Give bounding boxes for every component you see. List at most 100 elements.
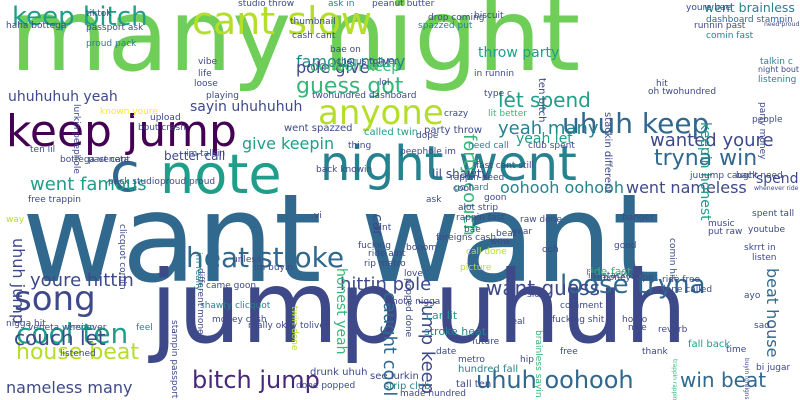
cloud-word: listening bbox=[758, 75, 797, 85]
cloud-word: im stackin bbox=[588, 271, 635, 281]
cloud-word: cool ten bbox=[16, 317, 129, 350]
cloud-word: bottega veneta bbox=[60, 155, 130, 165]
cloud-word: done called bbox=[660, 285, 713, 295]
cloud-word: loose tryna bbox=[560, 270, 706, 300]
cloud-word: cant slow bbox=[192, 0, 372, 43]
cloud-word: club spent bbox=[528, 141, 575, 151]
cloud-word: nice bbox=[628, 323, 647, 333]
cloud-word: cash cant bbox=[292, 31, 336, 41]
cloud-word: banger bbox=[622, 213, 654, 223]
cloud-word: upload bbox=[150, 113, 181, 123]
cloud-word: brainless sayin bbox=[533, 330, 543, 398]
cloud-word: went nameless bbox=[626, 178, 747, 197]
cloud-word: heat stroke bbox=[186, 241, 345, 274]
cloud-word: listen bbox=[752, 253, 777, 263]
cloud-word: aint bbox=[374, 223, 392, 233]
cloud-word: studio throw bbox=[238, 0, 295, 9]
cloud-word: let spend bbox=[498, 88, 591, 112]
cloud-word: c bbox=[110, 141, 140, 204]
cloud-word: win beat bbox=[680, 368, 767, 392]
cloud-word: night bout bbox=[758, 65, 799, 74]
cloud-word: party throw bbox=[424, 125, 483, 136]
cloud-word: oohooh oohooh bbox=[500, 178, 624, 197]
cloud-word: future bbox=[472, 337, 500, 347]
cloud-word: trappin rappin bbox=[671, 358, 677, 400]
cloud-word: hit bbox=[656, 79, 668, 89]
cloud-word: fucking bbox=[358, 241, 391, 251]
cloud-word: foreigns cash bbox=[436, 233, 497, 243]
cloud-word: cool bbox=[453, 184, 472, 194]
cloud-word: thumbnail bbox=[290, 17, 336, 27]
cloud-word: wow bbox=[490, 237, 511, 247]
cloud-word: real bbox=[508, 317, 526, 327]
cloud-word: many night bbox=[10, 0, 581, 94]
cloud-word: uhuh jump bbox=[9, 238, 28, 324]
cloud-word: put raw bbox=[708, 227, 743, 237]
cloud-word: need proud bbox=[764, 21, 800, 28]
cloud-word: ask in bbox=[328, 0, 355, 9]
cloud-word: time bbox=[726, 345, 747, 355]
cloud-word: uhuhuhuh yeah bbox=[8, 89, 118, 105]
cloud-word: money type bbox=[600, 273, 654, 283]
cloud-word: veneta whenever bbox=[28, 323, 107, 333]
cloud-word: drop coming bbox=[428, 13, 485, 23]
cloud-word: house beat bbox=[16, 340, 139, 365]
cloud-word: proud pack bbox=[86, 39, 137, 49]
cloud-word: good bbox=[614, 241, 637, 251]
cloud-word: song bbox=[14, 279, 96, 319]
cloud-word: jump uhuh bbox=[150, 249, 688, 366]
cloud-word: sick bbox=[527, 290, 545, 300]
cloud-word: peephole im bbox=[400, 147, 456, 157]
cloud-word: youtube bbox=[748, 225, 786, 235]
cloud-word: type c bbox=[484, 89, 512, 99]
cloud-word: dope bbox=[416, 131, 439, 141]
cloud-word: keep jump bbox=[6, 106, 237, 157]
cloud-word: party money bbox=[757, 102, 767, 160]
cloud-word: juuump caught bbox=[690, 171, 759, 181]
cloud-word: lol bbox=[379, 78, 390, 88]
cloud-word: comin fast bbox=[706, 31, 754, 41]
cloud-word: version bbox=[62, 323, 95, 333]
cloud-word: ride free bbox=[662, 275, 701, 285]
cloud-word: ayo bbox=[744, 291, 761, 301]
cloud-word: im buyin bbox=[254, 263, 294, 273]
cloud-word: youre hittin bbox=[30, 270, 134, 291]
cloud-word: bitch jump bbox=[192, 366, 320, 394]
cloud-word: tiktok bbox=[86, 9, 112, 19]
cloud-word: listened bbox=[60, 349, 96, 359]
cloud-word: year bbox=[512, 227, 533, 237]
cloud-word: music bbox=[708, 219, 735, 229]
cloud-word: hittin pole bbox=[340, 274, 432, 295]
cloud-word: popped done bbox=[403, 278, 413, 338]
cloud-word: youre bae bbox=[686, 3, 732, 13]
cloud-word: feel bbox=[136, 323, 153, 333]
cloud-word: ten bitch bbox=[536, 78, 547, 123]
cloud-word: nigga hit bbox=[6, 319, 46, 329]
cloud-word: lit better bbox=[488, 109, 527, 119]
cloud-word: bae on bbox=[330, 45, 361, 55]
cloud-word: ask bbox=[426, 195, 442, 205]
cloud-word: past cant bbox=[88, 155, 131, 165]
cloud-word: spent tall bbox=[752, 209, 795, 219]
cloud-word: stampin passport bbox=[169, 320, 179, 399]
cloud-word: couch let bbox=[14, 326, 106, 350]
cloud-word: need call bbox=[468, 141, 509, 151]
cloud-word: im talkin bbox=[186, 149, 226, 159]
cloud-word: peanut butter bbox=[372, 0, 435, 9]
cloud-word: bout crash bbox=[138, 123, 186, 133]
cloud-word: bi jugar bbox=[756, 363, 791, 373]
cloud-word: passport ask bbox=[86, 23, 144, 33]
cloud-word: uhuh oohooh bbox=[476, 366, 634, 394]
cloud-word: better call bbox=[164, 149, 226, 163]
cloud-word: vibe bbox=[198, 57, 218, 67]
cloud-word: reverb bbox=[658, 325, 688, 335]
cloud-word: went brainless bbox=[704, 0, 795, 15]
cloud-word: came goon bbox=[206, 281, 257, 291]
cloud-word: haha bottega bbox=[6, 21, 67, 31]
cloud-word: hip bbox=[520, 355, 534, 365]
cloud-word: clicquot comin bbox=[117, 224, 127, 290]
cloud-word: really okay toliver bbox=[248, 321, 329, 331]
cloud-word: ten lil bbox=[30, 145, 56, 155]
cloud-word: alot strip bbox=[458, 203, 499, 213]
